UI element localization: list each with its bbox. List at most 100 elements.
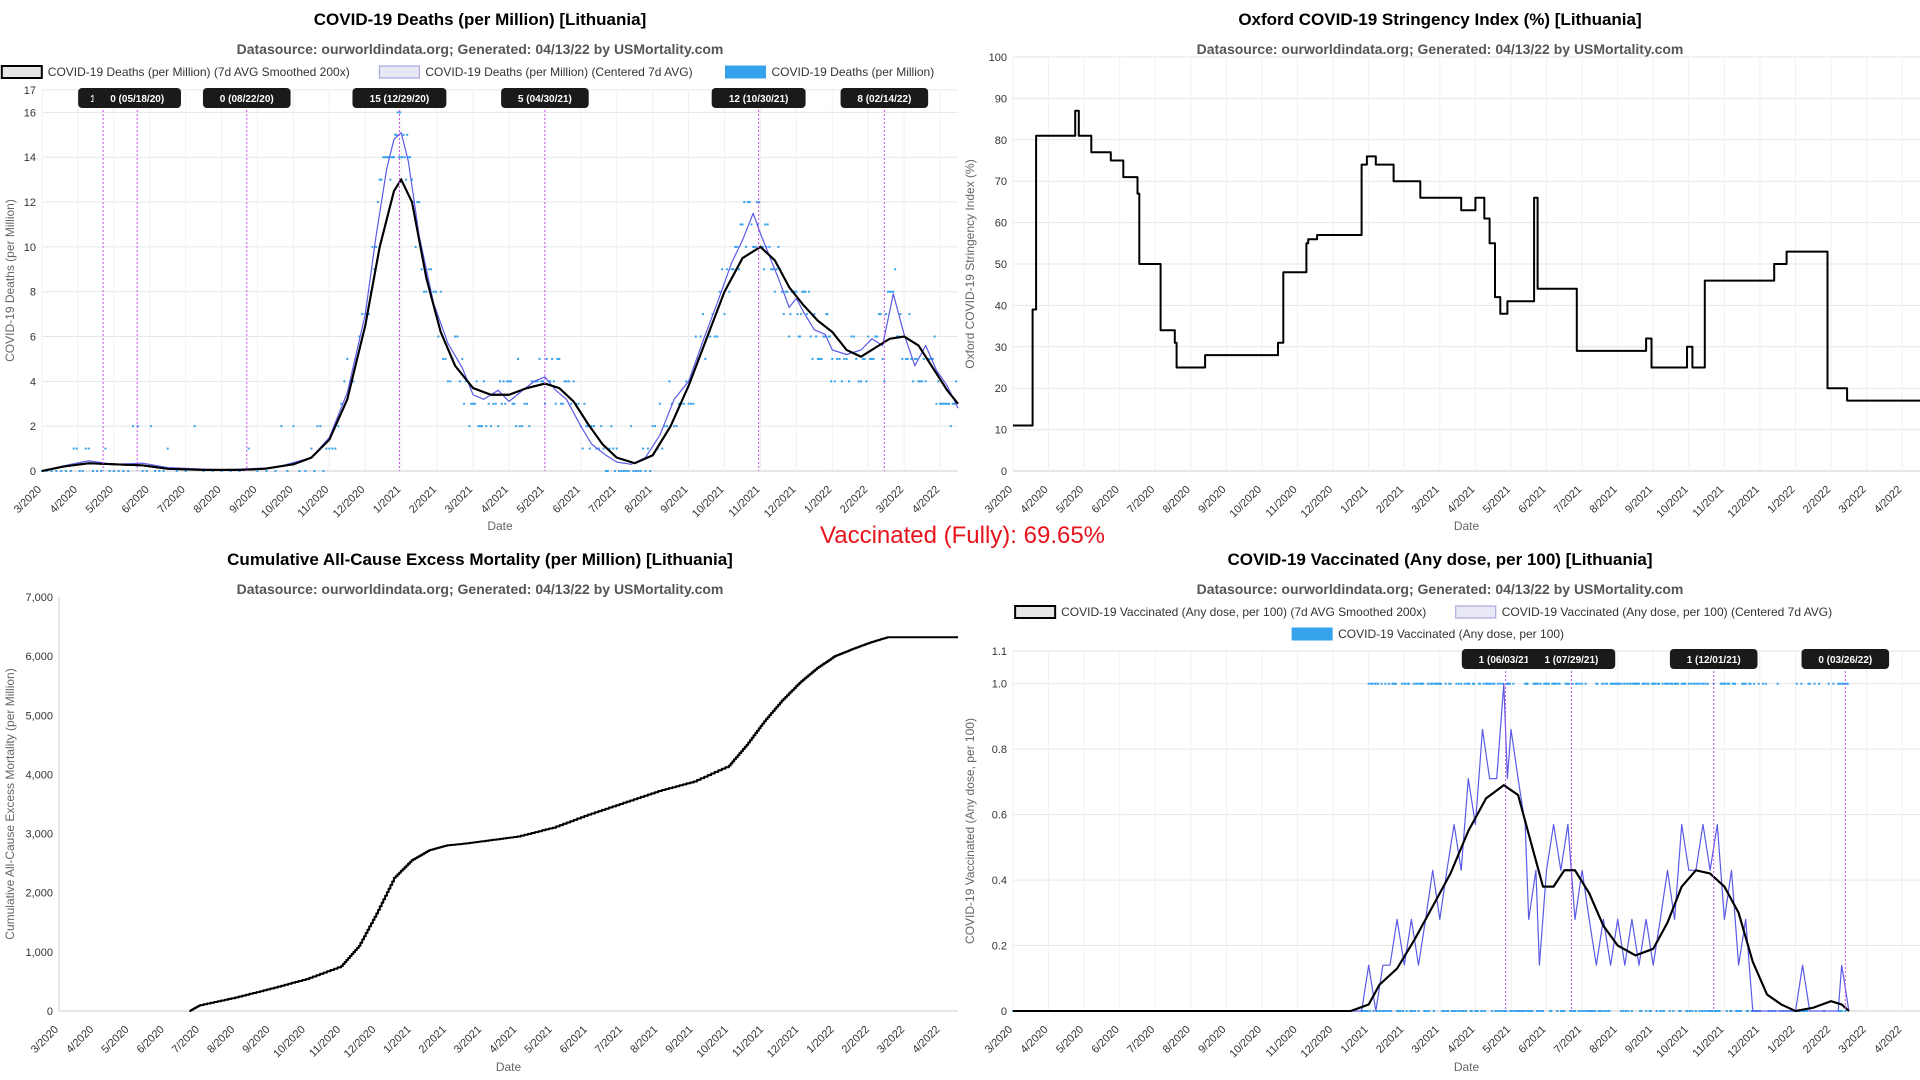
vaccinated-fully-banner: Vaccinated (Fully): 69.65% [820,522,1106,549]
daily-dot [1544,682,1547,685]
y-tick-label: 70 [995,176,1007,188]
y-tick-label: 8 [30,287,36,299]
daily-dot [1412,682,1415,685]
daily-dot [497,425,500,428]
daily-dot [1761,682,1764,685]
daily-dot [848,380,851,383]
daily-dot [931,357,934,360]
daily-dot [755,201,758,204]
daily-dot [935,402,938,405]
annotation-label: 15 (12/29/20) [370,94,430,105]
daily-dot [1531,1010,1534,1012]
y-tick-label: 1.0 [992,679,1007,691]
daily-dot [1672,1010,1675,1012]
x-tick-label: 6/2020 [135,1024,167,1056]
daily-dot [1557,682,1560,685]
x-tick-label: 5/2020 [99,1024,131,1056]
daily-dot [1595,682,1598,685]
daily-dot [1435,682,1438,685]
daily-dot [1368,1010,1371,1012]
daily-dot [610,425,613,428]
daily-dot [407,156,410,159]
x-tick-label: 4/2022 [1872,1024,1904,1056]
daily-dot [1505,1010,1508,1012]
daily-dot [1683,682,1686,685]
daily-dot [1447,1010,1450,1012]
daily-dot [824,335,827,338]
daily-dot [1827,682,1830,685]
daily-dot [1541,1010,1544,1012]
x-tick-label: 8/2020 [1161,484,1193,516]
daily-dot [913,357,916,360]
daily-dot [427,268,430,271]
daily-dot [1585,1010,1588,1012]
daily-dot [1666,682,1669,685]
daily-dot [1411,1010,1414,1012]
daily-dot [112,470,115,472]
daily-dot [247,447,250,450]
y-tick-label: 6 [30,332,36,344]
y-tick-label: 2 [30,421,36,433]
daily-dot [1410,1010,1413,1012]
daily-dot [1524,682,1527,685]
daily-dot [815,335,818,338]
x-tick-label: 8/2020 [191,484,223,516]
daily-dot [780,290,783,293]
daily-dot [687,402,690,405]
daily-dot [494,402,497,405]
y-tick-label: 60 [995,218,1007,230]
legend-swatch [0,65,43,79]
daily-dot [432,290,435,293]
daily-dot [528,425,531,428]
daily-dot [1715,1010,1718,1012]
daily-dot [1396,1010,1399,1012]
daily-dot [1537,682,1540,685]
daily-dot [863,357,866,360]
daily-dot [1635,682,1638,685]
daily-dot [1624,1010,1627,1012]
daily-dot [692,402,695,405]
daily-dot [1757,682,1760,685]
daily-dot [1413,1010,1416,1012]
daily-dot [136,425,139,428]
daily-dot [1406,682,1409,685]
daily-dot [384,156,387,159]
daily-dot [1437,682,1440,685]
daily-dot [1547,682,1550,685]
x-tick-label: 12/2021 [762,484,799,521]
daily-dot [1472,682,1475,685]
y-tick-label: 7,000 [25,592,53,604]
daily-dot [434,290,437,293]
daily-dot [773,290,776,293]
daily-dot [1707,1010,1710,1012]
daily-dot [265,470,268,472]
daily-dot [405,178,408,181]
daily-dot [1462,1010,1465,1012]
daily-dot [867,335,870,338]
legend-label: COVID-19 Deaths (per Million) (Centered … [425,65,692,79]
daily-dot [1371,682,1374,685]
daily-dot [1813,682,1816,685]
daily-dot [718,290,721,293]
daily-dot [1646,682,1649,685]
daily-dot [380,178,383,181]
legend-swatch [1455,605,1497,619]
daily-dot [84,447,87,450]
daily-dot [475,380,478,383]
daily-dot [162,470,165,472]
daily-dot [1515,1010,1518,1012]
x-tick-label: 11/2020 [307,1024,343,1060]
y-tick-label: 2,000 [25,888,53,900]
daily-dot [1661,682,1664,685]
x-tick-label: 11/2021 [1690,1024,1726,1060]
daily-dot [1749,682,1752,685]
daily-dot [1551,682,1554,685]
x-tick-label: 4/2020 [1018,484,1050,516]
daily-dot [406,133,409,136]
daily-dot [1361,1010,1364,1012]
daily-dot [1803,1010,1806,1012]
daily-dot [1609,682,1612,685]
daily-dot [1390,1010,1393,1012]
annotation-box [1461,649,1550,669]
